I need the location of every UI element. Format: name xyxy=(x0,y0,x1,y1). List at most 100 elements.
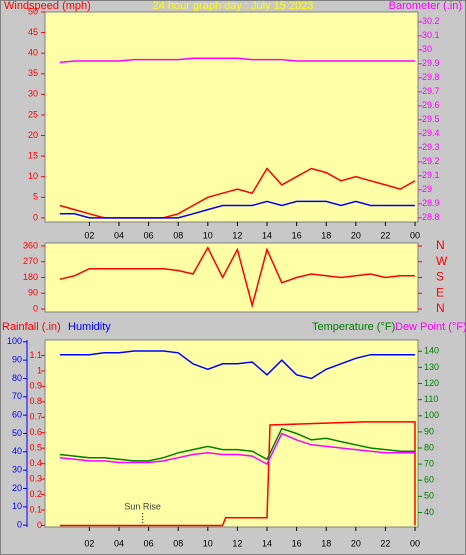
x-tick-label: 10 xyxy=(203,538,213,548)
x-tick-label: 22 xyxy=(380,538,390,548)
y-tick-label: 10 xyxy=(12,501,22,511)
y-tick-label: 5 xyxy=(33,192,38,202)
x-tick-label: 18 xyxy=(321,538,331,548)
y-tick-label: 0 xyxy=(37,520,42,530)
y-tick-label: 0 xyxy=(33,303,38,313)
y-tick-label: 28.9 xyxy=(422,198,440,208)
y-tick-label: N xyxy=(436,301,445,315)
y-tick-label: 30.2 xyxy=(422,16,440,26)
y-tick-label: 0.4 xyxy=(29,458,42,468)
y-tick-label: 0.8 xyxy=(29,396,42,406)
y-tick-label: 360 xyxy=(23,240,38,250)
y-tick-label: 1.1 xyxy=(29,350,42,360)
data-line xyxy=(59,57,415,64)
y-tick-label: 60 xyxy=(12,410,22,420)
y-tick-label: 90 xyxy=(424,426,434,436)
y-tick-label: 30.1 xyxy=(422,30,440,40)
legend-label: Humidity xyxy=(68,321,111,333)
x-tick-label: 18 xyxy=(321,230,331,240)
legend-label: Dew Point (°F) xyxy=(395,321,466,333)
x-tick-label: 14 xyxy=(262,538,272,548)
y-tick-label: 0.3 xyxy=(29,473,42,483)
y-tick-label: W xyxy=(436,254,448,268)
y-tick-label: 0.6 xyxy=(29,427,42,437)
y-tick-label: 80 xyxy=(12,373,22,383)
y-tick-label: 29.8 xyxy=(422,72,440,82)
y-tick-label: 28.8 xyxy=(422,212,440,222)
plot-area xyxy=(44,339,419,528)
legend-label: Rainfall (.in) xyxy=(2,321,61,333)
y-tick-label: S xyxy=(436,270,444,284)
y-tick-label: 25 xyxy=(28,109,38,119)
x-tick-label: 08 xyxy=(173,230,183,240)
y-tick-label: 20 xyxy=(28,130,38,140)
y-tick-label: 100 xyxy=(7,336,22,346)
y-tick-label: 30 xyxy=(422,44,432,54)
y-tick-label: 60 xyxy=(424,475,434,485)
chart-title: 24 hour graph day : July 15 2023 xyxy=(153,0,314,12)
x-tick-label: 02 xyxy=(84,538,94,548)
y-tick-label: 30 xyxy=(28,89,38,99)
y-tick-label: 140 xyxy=(424,346,439,356)
x-tick-label: 14 xyxy=(262,230,272,240)
x-tick-label: 06 xyxy=(144,230,154,240)
annotation: Sun Rise xyxy=(124,501,161,511)
x-tick-label: 12 xyxy=(232,538,242,548)
y-tick-label: 110 xyxy=(424,394,438,404)
y-tick-label: 90 xyxy=(28,288,38,298)
y-tick-label: 50 xyxy=(28,6,38,16)
y-tick-label: 1 xyxy=(37,365,42,375)
y-tick-label: 29.4 xyxy=(422,128,440,138)
y-tick-label: 29.5 xyxy=(422,114,440,124)
y-tick-label: 29.7 xyxy=(422,86,440,96)
x-tick-label: 16 xyxy=(292,538,302,548)
y-tick-label: 45 xyxy=(28,27,38,37)
data-line xyxy=(59,427,415,462)
y-tick-label: 40 xyxy=(424,507,434,517)
y-tick-label: 10 xyxy=(28,171,38,181)
data-line xyxy=(59,432,415,466)
x-tick-label: 08 xyxy=(173,538,183,548)
y-tick-label: 29.9 xyxy=(422,58,440,68)
x-tick-label: 02 xyxy=(84,230,94,240)
x-tick-label: 12 xyxy=(232,230,242,240)
y-axis-label: Windspeed (mph) xyxy=(4,0,91,12)
y-tick-label: 40 xyxy=(12,446,22,456)
legend-label: Temperature (°F) xyxy=(312,321,395,333)
y-tick-label: 29 xyxy=(422,184,432,194)
y2-axis-label: Barometer (.in) xyxy=(389,0,462,12)
x-tick-label: 06 xyxy=(144,538,154,548)
x-tick-label: 20 xyxy=(351,538,361,548)
y-tick-label: 120 xyxy=(424,378,439,388)
data-line xyxy=(59,350,415,380)
x-tick-label: 22 xyxy=(380,230,390,240)
x-tick-label: 00 xyxy=(410,230,420,240)
x-tick-label: 20 xyxy=(351,230,361,240)
y-tick-label: 0 xyxy=(33,212,38,222)
data-line xyxy=(59,246,415,309)
y-tick-label: 80 xyxy=(424,442,434,452)
y-tick-label: 35 xyxy=(28,68,38,78)
y-tick-label: 30 xyxy=(12,465,22,475)
y-tick-label: E xyxy=(436,285,444,299)
plot-area xyxy=(44,242,419,313)
y-tick-label: 50 xyxy=(12,428,22,438)
y-tick-label: 29.6 xyxy=(422,100,440,110)
y-tick-label: 15 xyxy=(28,150,38,160)
y-tick-label: 50 xyxy=(424,491,434,501)
y-tick-label: 0 xyxy=(17,520,22,530)
plot-area xyxy=(44,11,419,223)
y-tick-label: 20 xyxy=(12,483,22,493)
x-tick-label: 04 xyxy=(114,230,124,240)
y-tick-label: 70 xyxy=(424,459,434,469)
y-tick-label: 29.3 xyxy=(422,142,440,152)
data-line xyxy=(59,200,415,219)
y-tick-label: 180 xyxy=(23,272,38,282)
y-tick-label: 0.7 xyxy=(29,412,42,422)
data-line xyxy=(59,421,416,527)
y-tick-label: 100 xyxy=(424,410,439,420)
y-tick-label: 29.2 xyxy=(422,156,440,166)
y-tick-label: 0.1 xyxy=(29,504,42,514)
